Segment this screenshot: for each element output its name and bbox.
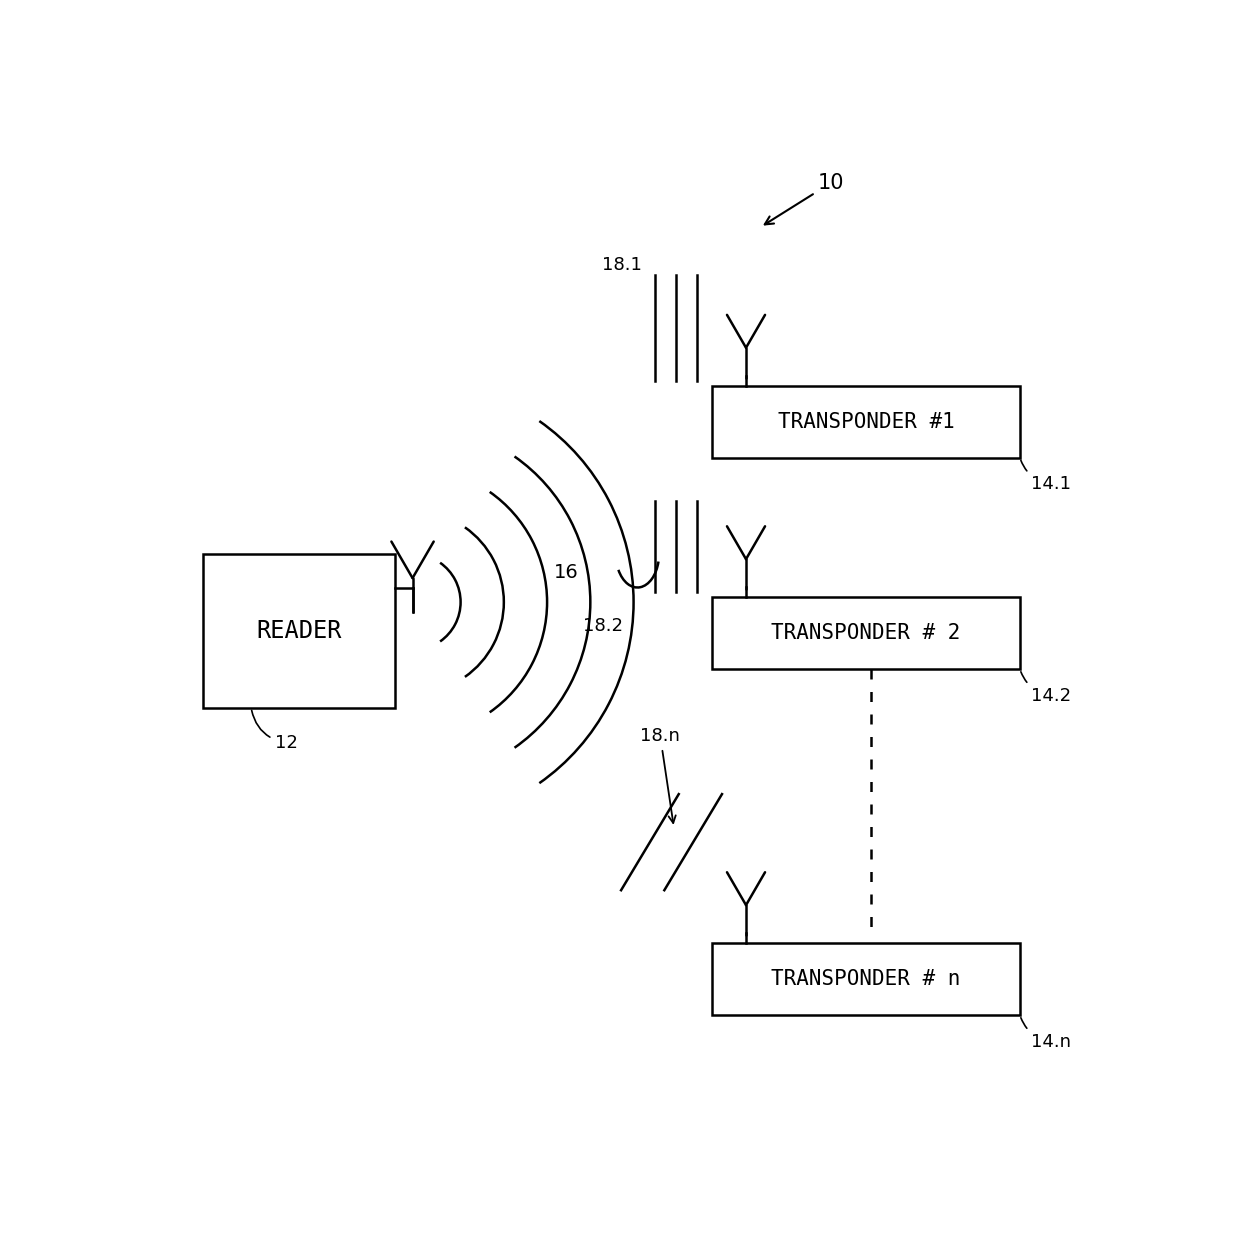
Text: 16: 16 (554, 563, 579, 582)
Bar (203, 553, 396, 708)
Text: 14.n: 14.n (1021, 1018, 1071, 1050)
Bar (712, 386, 1019, 458)
Text: 18.2: 18.2 (583, 617, 622, 634)
Text: 14.2: 14.2 (1021, 672, 1071, 704)
Bar (712, 597, 1019, 669)
Text: 10: 10 (765, 172, 844, 225)
Text: 12: 12 (252, 711, 298, 752)
Text: READER: READER (257, 618, 342, 643)
Text: TRANSPONDER # 2: TRANSPONDER # 2 (771, 623, 961, 643)
Text: TRANSPONDER #1: TRANSPONDER #1 (777, 412, 955, 432)
Bar (712, 943, 1019, 1015)
Text: TRANSPONDER # n: TRANSPONDER # n (771, 969, 961, 989)
Text: 18.1: 18.1 (601, 256, 642, 275)
Text: 14.1: 14.1 (1021, 461, 1071, 493)
Text: 18.n: 18.n (640, 727, 681, 823)
